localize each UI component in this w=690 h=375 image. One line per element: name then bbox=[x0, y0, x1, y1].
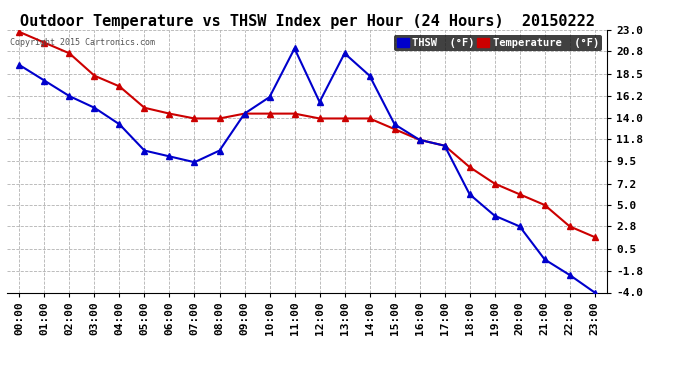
Legend: THSW  (°F), Temperature  (°F): THSW (°F), Temperature (°F) bbox=[394, 35, 602, 51]
Title: Outdoor Temperature vs THSW Index per Hour (24 Hours)  20150222: Outdoor Temperature vs THSW Index per Ho… bbox=[19, 14, 595, 29]
Text: Copyright 2015 Cartronics.com: Copyright 2015 Cartronics.com bbox=[10, 38, 155, 47]
